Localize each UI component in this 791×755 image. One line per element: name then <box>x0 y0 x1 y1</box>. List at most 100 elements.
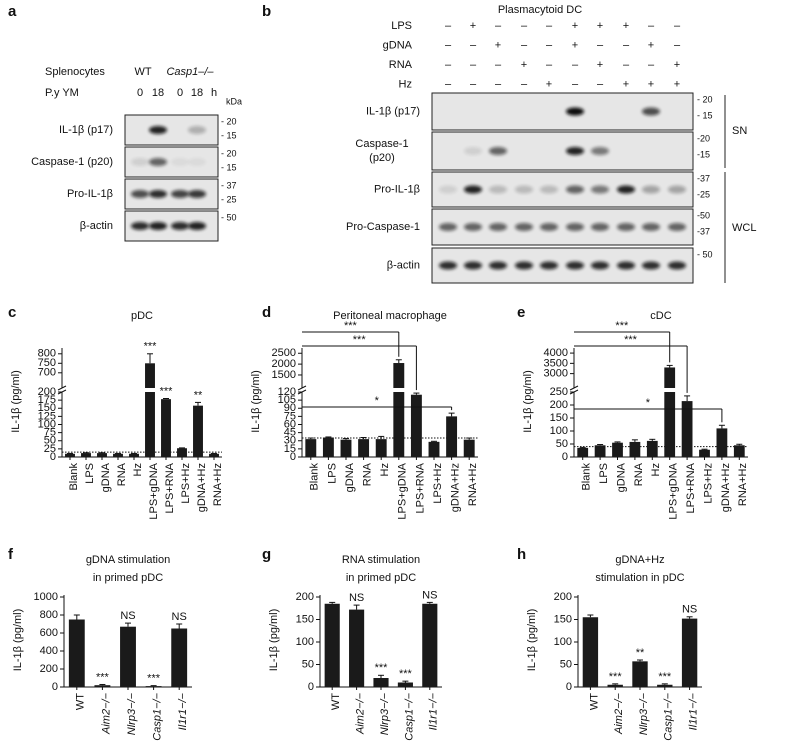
significance: *** <box>160 385 174 397</box>
band <box>188 190 206 198</box>
band <box>566 185 584 194</box>
treatment-sign: – <box>495 78 502 90</box>
bar <box>145 392 155 457</box>
panel-label: c <box>8 304 16 321</box>
band <box>591 261 609 270</box>
x-tick-label: RNA <box>633 462 645 486</box>
panel-label: b <box>262 3 271 20</box>
bar <box>145 686 162 687</box>
y-axis-label: IL-1β (pg/ml) <box>526 609 538 672</box>
treatment-label: Hz <box>399 78 412 90</box>
treatment-sign: – <box>521 20 528 32</box>
band <box>439 261 457 270</box>
condition-label: P.y YM <box>45 87 79 99</box>
treatment-sign: + <box>597 59 603 71</box>
bar <box>324 603 340 687</box>
band <box>464 223 482 231</box>
band <box>540 261 558 270</box>
y-tick-label: 175 <box>38 394 56 406</box>
y-axis-label: IL-1β (pg/ml) <box>250 370 262 433</box>
kda: kDa <box>226 96 242 106</box>
x-tick-label: LPS <box>84 463 96 484</box>
x-tick-label: LPS <box>598 463 610 484</box>
treatment-label: LPS <box>391 20 412 32</box>
row-label: Pro-IL-1β <box>374 183 420 195</box>
chart-title: gDNA+Hz <box>615 554 664 566</box>
significance: *** <box>609 671 623 683</box>
y-tick-label: 50 <box>302 658 314 670</box>
band <box>617 185 635 194</box>
treatment-sign: – <box>623 39 630 51</box>
treatment-sign: + <box>623 20 629 32</box>
treatment-sign: – <box>572 78 579 90</box>
bar <box>681 618 698 687</box>
x-tick-label: LPS+RNA <box>414 462 426 513</box>
treatment-sign: – <box>623 59 630 71</box>
x-tick-label: LPS+Hz <box>702 463 714 504</box>
kda-marker: - 20 <box>697 94 713 104</box>
bar <box>113 453 123 457</box>
x-tick-label: RNA+Hz <box>467 463 479 506</box>
row-label: β-actin <box>387 259 420 271</box>
kda-marker: -20 <box>697 133 710 143</box>
kda-marker: - 50 <box>697 249 713 259</box>
treatment-sign: + <box>623 78 629 90</box>
bar <box>349 609 365 687</box>
y-tick-label: 0 <box>50 451 56 463</box>
y-tick-label: 0 <box>290 451 296 463</box>
band <box>464 261 482 270</box>
y-tick-label: 120 <box>278 386 296 398</box>
x-tick-label: gDNA+Hz <box>720 463 732 512</box>
y-tick-label: 3500 <box>544 357 568 369</box>
axis-break <box>297 385 307 391</box>
treatment-sign: – <box>495 59 502 71</box>
y-tick-label: 75 <box>284 410 296 422</box>
y-tick-label: 150 <box>554 613 572 625</box>
bar <box>716 428 728 457</box>
y-tick-label: 1000 <box>34 591 58 603</box>
timepoint: 18 <box>152 87 164 99</box>
panel-label: f <box>8 546 14 563</box>
bar <box>422 603 438 687</box>
y-tick-label: 600 <box>40 627 58 639</box>
treatment-sign: – <box>470 39 477 51</box>
y-tick-label: 75 <box>44 427 56 439</box>
kda-marker: -50 <box>697 210 710 220</box>
significance: *** <box>96 671 110 683</box>
row-label: Pro-IL-1β <box>67 188 113 200</box>
treatment-sign: – <box>572 59 579 71</box>
y-tick-label: 90 <box>284 402 296 414</box>
x-tick-label: Il1r1−/− <box>688 692 700 730</box>
treatment-sign: – <box>674 20 681 32</box>
y-tick-label: 15 <box>284 443 296 455</box>
band <box>515 185 533 194</box>
x-tick-label: RNA+Hz <box>737 463 749 506</box>
significance: *** <box>624 334 638 346</box>
band <box>642 107 660 116</box>
kda-marker: -25 <box>697 189 710 199</box>
band <box>642 185 660 194</box>
axis-break <box>569 389 579 395</box>
y-tick-label: 0 <box>52 681 58 693</box>
band <box>591 185 609 194</box>
y-tick-label: 125 <box>38 410 56 422</box>
bar <box>397 682 413 687</box>
bar <box>632 661 648 687</box>
band <box>566 147 584 155</box>
panel-label: d <box>262 304 271 321</box>
significance: NS <box>349 592 364 604</box>
bar <box>463 439 475 457</box>
row-label: IL-1β (p17) <box>366 105 420 117</box>
band <box>591 147 609 155</box>
x-tick-label: WT <box>75 693 87 710</box>
band <box>668 223 686 231</box>
x-tick-label: Casp1−/− <box>663 692 675 740</box>
bar <box>171 628 188 687</box>
row-label: Caspase-1 <box>355 138 408 150</box>
band <box>489 261 507 270</box>
significance: NS <box>172 611 187 623</box>
y-tick-label: 800 <box>40 609 58 621</box>
band <box>540 223 558 231</box>
chart-title: gDNA stimulation <box>86 554 170 566</box>
